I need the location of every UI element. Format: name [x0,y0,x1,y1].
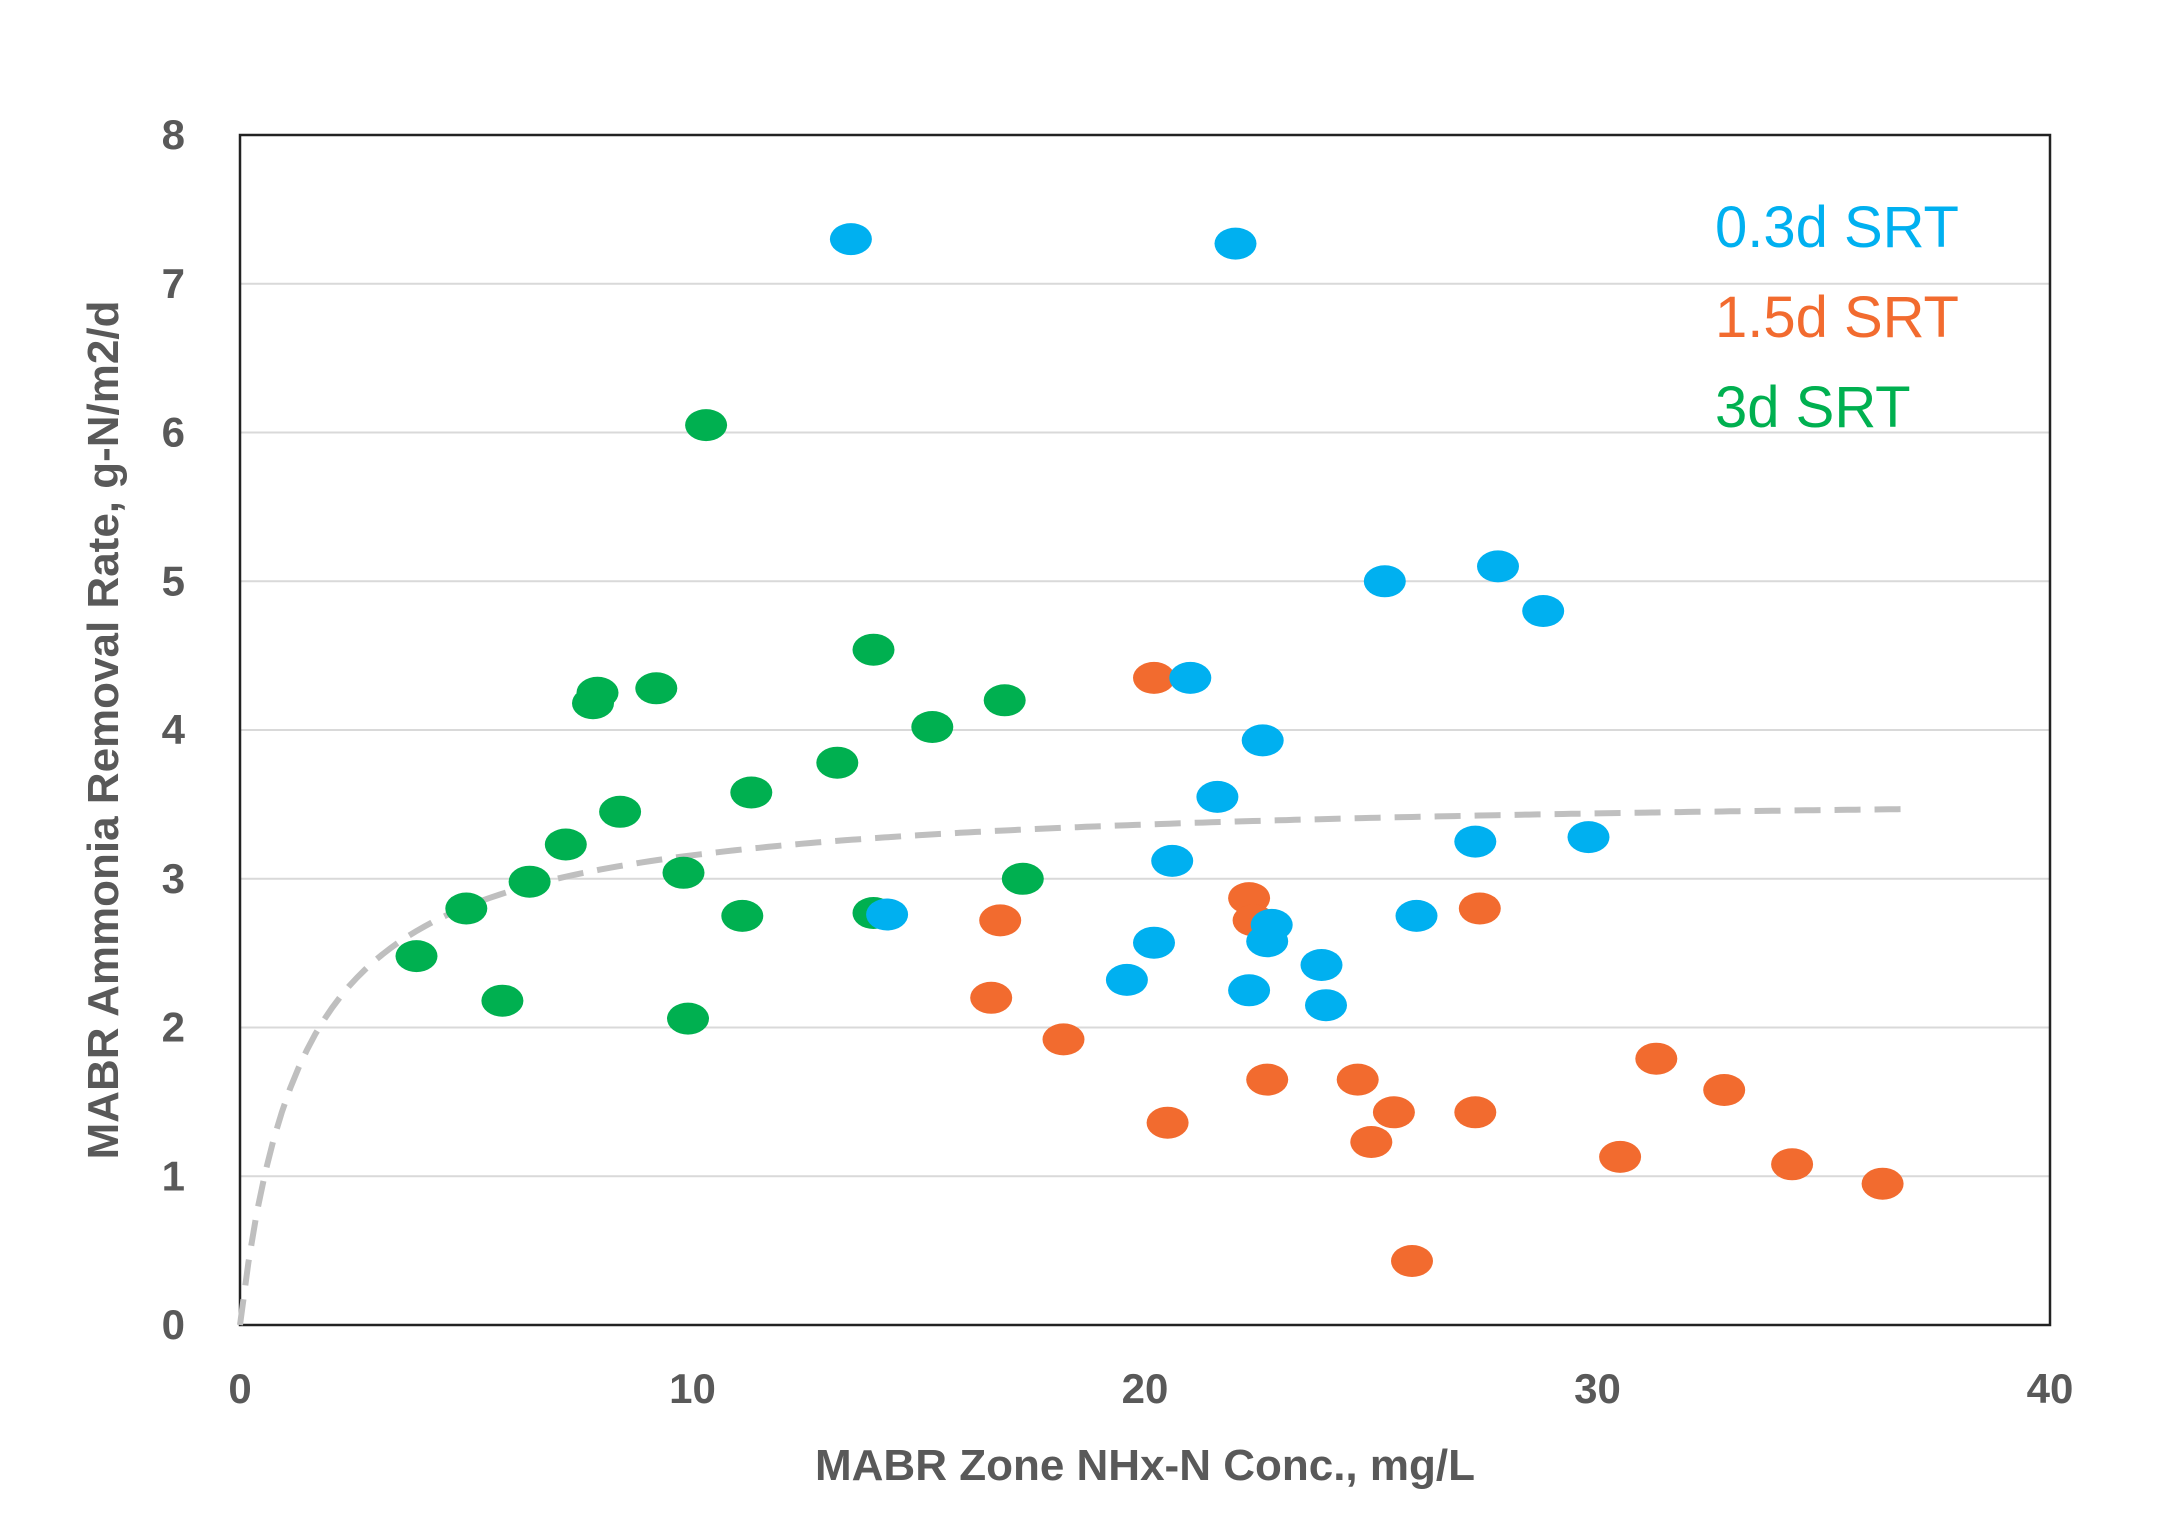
point-0.3d-srt [1567,821,1610,854]
point-0.3d-srt [1169,661,1212,694]
point-1.5d-srt [970,981,1013,1014]
point-0.3d-srt [1395,899,1438,932]
x-tick-label: 40 [2027,1365,2074,1412]
point-1.5d-srt [1336,1063,1379,1096]
point-0.3d-srt [1363,565,1406,598]
trend-line [237,806,1915,1326]
y-tick-label: 4 [162,706,186,753]
point-0.3d-srt [1241,724,1284,757]
point-0.3d-srt [1477,550,1519,583]
legend: 0.3d SRT 1.5d SRT 3d SRT [1715,195,1959,440]
y-tick-label: 3 [162,855,185,902]
x-tick-label: 30 [1574,1365,1621,1412]
point-0.3d-srt [1214,227,1257,260]
point-0.3d-srt [1305,989,1347,1022]
legend-label-0.3d-srt: 0.3d SRT [1715,195,1959,260]
plot-area-frame [238,133,2052,1327]
legend-label-3d-srt: 3d SRT [1715,375,1911,440]
point-0.3d-srt [1246,925,1289,958]
y-axis-ticks: 0 1 2 3 4 5 6 7 8 [162,111,186,1348]
point-1.5d-srt [979,904,1022,937]
point-3d-srt [481,984,524,1017]
point-1.5d-srt [1391,1245,1433,1277]
point-0.3d-srt [1228,974,1271,1007]
y-tick-label: 8 [162,111,185,158]
point-1.5d-srt [1635,1042,1678,1075]
point-0.3d-srt [866,898,909,931]
point-3d-srt [635,672,678,705]
point-3d-srt [544,828,587,861]
point-3d-srt [572,687,614,720]
x-tick-label: 0 [228,1365,251,1412]
point-0.3d-srt [1133,926,1175,959]
point-1.5d-srt [1454,1096,1497,1129]
point-0.3d-srt [1151,844,1194,877]
point-1.5d-srt [1133,661,1175,694]
point-1.5d-srt [1458,892,1501,925]
y-tick-label: 1 [162,1152,185,1199]
point-3d-srt [852,633,895,666]
point-3d-srt [667,1002,709,1035]
point-3d-srt [1001,862,1044,895]
y-tick-label: 2 [162,1004,185,1051]
point-0.3d-srt [1105,963,1148,996]
point-1.5d-srt [1372,1096,1415,1129]
x-axis-ticks: 0 10 20 30 40 [228,1365,2073,1412]
point-0.3d-srt [1300,949,1343,981]
y-tick-label: 0 [162,1301,185,1348]
point-1.5d-srt [1703,1074,1746,1106]
y-tick-label: 6 [162,409,185,456]
point-1.5d-srt [1350,1126,1393,1158]
point-1.5d-srt [1771,1148,1814,1181]
point-1.5d-srt [1146,1106,1189,1139]
point-3d-srt [730,776,773,809]
point-3d-srt [721,899,764,932]
point-3d-srt [599,795,642,828]
point-3d-srt [395,940,438,973]
point-0.3d-srt [1454,825,1497,858]
point-1.5d-srt [1599,1140,1642,1173]
point-3d-srt [816,746,859,779]
point-1.5d-srt [1042,1023,1085,1056]
point-1.5d-srt [1246,1063,1289,1096]
point-3d-srt [911,711,954,743]
y-tick-label: 7 [162,260,185,307]
point-0.3d-srt [829,223,872,256]
x-tick-label: 10 [669,1365,716,1412]
x-axis-title: MABR Zone NHx-N Conc., mg/L [815,1441,1475,1490]
point-3d-srt [445,892,488,925]
point-3d-srt [685,409,728,442]
point-3d-srt [662,856,705,889]
point-1.5d-srt [1861,1167,1904,1200]
y-axis-title: MABR Ammonia Removal Rate, g-N/m2/d [79,301,128,1160]
point-3d-srt [508,865,551,898]
x-tick-label: 20 [1122,1365,1169,1412]
point-0.3d-srt [1522,595,1565,627]
point-3d-srt [983,684,1026,717]
y-tick-label: 5 [162,557,185,604]
data-points [395,223,1904,1277]
point-0.3d-srt [1196,780,1239,813]
legend-label-1.5d-srt: 1.5d SRT [1715,285,1959,350]
